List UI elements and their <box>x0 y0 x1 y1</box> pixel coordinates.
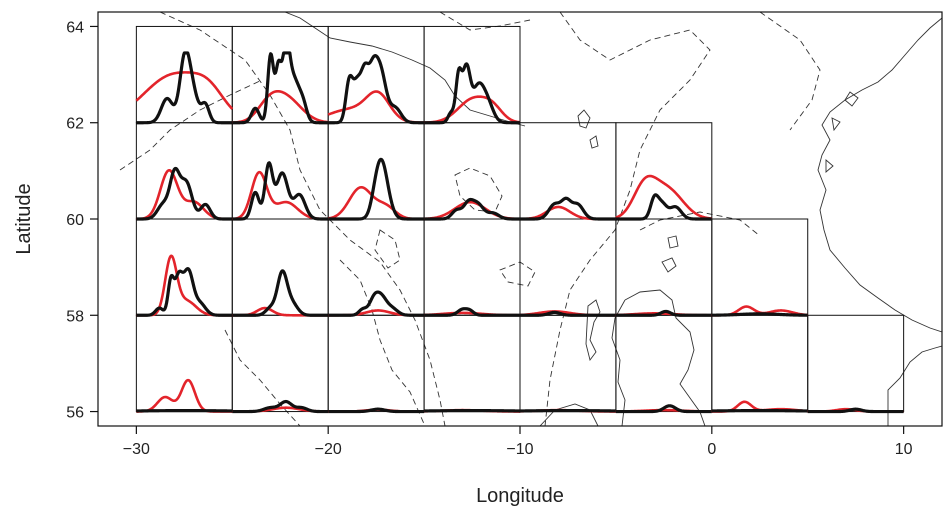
grid-cell <box>327 218 425 316</box>
contour-7 <box>759 12 821 131</box>
black-density-curve <box>423 197 521 221</box>
red-density-curve <box>135 254 233 317</box>
grid-cell <box>135 25 233 124</box>
black-density-curve <box>327 54 426 125</box>
grid-cell <box>135 218 233 316</box>
red-density-curve <box>327 185 425 221</box>
black-density-curve <box>519 196 617 221</box>
grid-cell <box>423 218 521 316</box>
x-tick-label: 0 <box>707 441 716 458</box>
x-tick-label: −30 <box>123 441 150 458</box>
y-axis: 56 58 60 62 64 <box>66 19 98 422</box>
y-tick-label: 56 <box>66 405 84 422</box>
contour-8 <box>439 12 531 31</box>
black-density-curve <box>614 193 713 221</box>
black-density-curve <box>614 404 713 414</box>
black-density-curve <box>135 51 234 125</box>
y-tick-label: 58 <box>66 308 84 325</box>
grid-cell <box>711 218 809 316</box>
coastline-denmark <box>887 345 942 426</box>
grid-cell <box>231 25 329 124</box>
coastline-ireland <box>539 403 599 426</box>
black-density-curve <box>327 290 426 317</box>
contour-6 <box>499 261 536 287</box>
density-curves <box>135 51 905 414</box>
black-density-curve <box>327 157 426 221</box>
coastline-scotland <box>624 289 706 426</box>
grid-cell <box>423 122 521 220</box>
contour-4 <box>339 259 426 426</box>
grid-cell <box>519 122 617 220</box>
black-density-curve <box>231 161 330 221</box>
x-axis-title: Longitude <box>476 485 564 507</box>
y-tick-label: 64 <box>66 19 84 36</box>
coastline-faroes <box>577 109 599 149</box>
x-tick-label: 10 <box>895 441 913 458</box>
black-density-curve <box>327 407 426 414</box>
contour-1 <box>159 12 446 426</box>
y-tick-label: 62 <box>66 116 84 133</box>
y-tick-label: 60 <box>66 212 84 229</box>
x-axis: −30 −20 −10 0 10 <box>123 426 913 458</box>
contour-10 <box>639 211 761 237</box>
contour-3 <box>119 79 263 171</box>
black-density-curve <box>710 312 809 317</box>
grid-cell <box>231 218 329 316</box>
black-density-curve <box>519 310 617 317</box>
contour-2 <box>544 12 711 426</box>
grid-cell <box>519 314 617 413</box>
grid-cell <box>807 314 905 413</box>
y-axis-title: Latitude <box>13 183 35 254</box>
red-density-curve <box>615 174 713 220</box>
contour-5 <box>454 167 503 213</box>
grid-cell <box>135 314 233 413</box>
red-density-curve <box>135 378 233 413</box>
black-density-curve <box>231 399 330 414</box>
black-density-curve <box>135 166 234 221</box>
red-density-curve <box>423 200 521 221</box>
black-density-curve <box>423 307 521 317</box>
coastline-iceland <box>284 12 526 127</box>
grid-cell <box>231 314 329 413</box>
black-density-curve <box>614 309 713 317</box>
black-density-curve <box>423 62 521 125</box>
red-density-curve <box>519 205 617 221</box>
red-density-curve <box>135 71 234 110</box>
x-tick-label: −20 <box>315 441 342 458</box>
grid-cell <box>519 218 617 316</box>
grid-cell <box>135 122 233 220</box>
map-background <box>119 12 942 426</box>
coastline-hebrides <box>585 299 601 362</box>
grid-cell <box>615 314 713 413</box>
red-density-curve <box>231 89 329 124</box>
grid-cell <box>615 218 713 316</box>
grid-cell <box>327 314 425 413</box>
contour-9 <box>374 229 401 269</box>
coastline-norway-islands <box>825 91 859 173</box>
black-density-curve <box>135 267 234 317</box>
grid-cell <box>423 314 521 413</box>
black-density-curve <box>231 269 330 317</box>
coastline-orkney <box>661 235 679 273</box>
black-density-curve <box>806 407 905 414</box>
black-density-curve <box>231 51 330 125</box>
red-density-curve <box>423 95 521 124</box>
grid-cell <box>711 314 809 413</box>
coastline-scandinavia <box>817 17 942 333</box>
coastline-scotland-west <box>611 299 626 426</box>
x-tick-label: −10 <box>506 441 533 458</box>
